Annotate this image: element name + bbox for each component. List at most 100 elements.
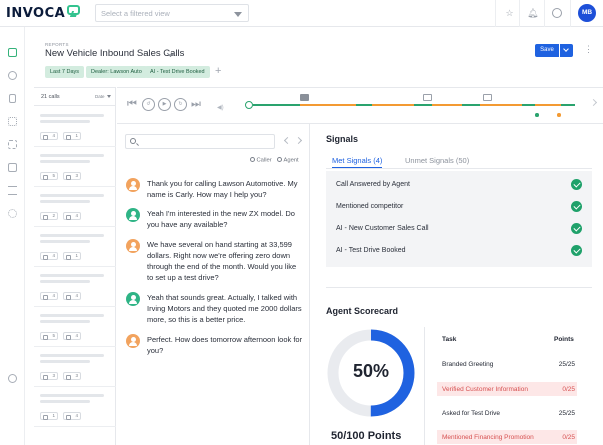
score-points: 50/100 Points <box>331 430 402 442</box>
invoca-logo[interactable]: INVOCA <box>6 5 81 21</box>
agent-segment <box>253 104 300 106</box>
placeholder-line <box>40 234 104 237</box>
placeholder-line <box>40 120 90 123</box>
next-match-icon[interactable] <box>294 136 303 145</box>
signal-marker-dot[interactable] <box>557 113 561 117</box>
caller-avatar-icon <box>126 178 140 192</box>
check-circle-icon <box>571 245 582 256</box>
rewind-icon[interactable]: ↺ <box>142 98 155 111</box>
placeholder-line <box>40 320 90 323</box>
agent-segment <box>561 104 575 106</box>
network-icon[interactable] <box>8 117 17 126</box>
signal-marker-dot[interactable] <box>535 113 539 117</box>
list-icon[interactable] <box>8 186 17 195</box>
signal-count-badge: 5 <box>40 332 58 340</box>
page-title[interactable]: New Vehicle Inbound Sales Calls <box>45 48 185 59</box>
divider <box>570 0 571 27</box>
playhead-handle[interactable] <box>245 101 253 109</box>
legend-caller[interactable]: Caller <box>250 157 272 164</box>
message-text: Yeah that sounds great. Actually, I talk… <box>147 293 302 324</box>
caller-avatar-icon <box>126 334 140 348</box>
comment-marker-icon[interactable] <box>423 94 432 101</box>
donut-progress <box>327 329 415 417</box>
filter-chip[interactable]: Dealer: Lawson Auto <box>86 66 147 78</box>
bell-icon[interactable]: 🔔︎ <box>527 8 539 18</box>
comment-count-badge: 3 <box>63 172 81 180</box>
dashboard-icon[interactable] <box>8 48 17 57</box>
message-text: Thank you for calling Lawson Automotive.… <box>147 179 298 199</box>
agent-segment <box>414 104 432 106</box>
add-filter-button[interactable]: + <box>215 65 222 77</box>
signals-list: Call Answered by Agent Mentioned competi… <box>326 171 592 267</box>
scorecard-task: Mentioned Financing Promotion <box>442 433 534 441</box>
placeholder-line <box>40 274 104 277</box>
signal-count-badge: 3 <box>40 372 58 380</box>
radio-icon <box>250 157 255 162</box>
transcript-search-input[interactable] <box>125 134 275 149</box>
chevron-down-icon <box>234 12 242 17</box>
signal-label: Call Answered by Agent <box>336 181 410 188</box>
placeholder-line <box>40 400 90 403</box>
comment-count-badge: 3 <box>63 372 81 380</box>
chevron-right-icon[interactable] <box>589 98 598 107</box>
placeholder-line <box>40 354 104 357</box>
skip-end-icon[interactable]: ⏭ <box>191 98 201 110</box>
play-icon[interactable]: ▶ <box>158 98 171 111</box>
tab-met-signals[interactable]: Met Signals (4) <box>332 156 383 168</box>
score-percent: 50% <box>352 361 390 381</box>
check-circle-icon <box>571 179 582 190</box>
signal-count-badge: 4 <box>40 252 58 260</box>
filter-chip[interactable]: AI - Test Drive Booked <box>145 66 210 78</box>
phone-icon[interactable] <box>9 94 16 103</box>
top-bar: INVOCA Select a filtered view ☆ 🔔︎ MB <box>0 0 603 27</box>
caller-segment <box>432 104 462 106</box>
user-avatar[interactable]: MB <box>578 4 596 22</box>
tab-unmet-signals[interactable]: Unmet Signals (50) <box>405 156 470 165</box>
target-icon[interactable] <box>8 71 17 80</box>
signal-count-badge: 1 <box>40 412 58 420</box>
caller-segment <box>300 104 356 106</box>
message-text: We have several on hand starting at 33,5… <box>147 240 297 282</box>
filtered-view-select[interactable]: Select a filtered view <box>95 4 249 22</box>
forward-icon[interactable]: ↻ <box>174 98 187 111</box>
placeholder-line <box>40 314 104 317</box>
grid-icon[interactable] <box>8 140 17 149</box>
comment-marker-icon[interactable] <box>483 94 492 101</box>
signal-row: Mentioned competitor <box>336 196 582 218</box>
volume-icon[interactable]: ◀) <box>217 105 224 111</box>
logo-text: INVOCA <box>6 5 66 21</box>
col-points-header: Points <box>554 336 574 343</box>
comment-count-badge: 4 <box>63 292 81 300</box>
more-options-icon[interactable]: ⋮ <box>584 44 593 54</box>
clock-icon[interactable] <box>552 8 562 18</box>
filter-chip[interactable]: Last 7 Days <box>45 66 85 78</box>
score-donut: 50% <box>326 328 416 418</box>
settings-icon[interactable] <box>8 374 17 383</box>
heart-icon[interactable] <box>8 209 17 218</box>
comment-count-badge: 4 <box>63 332 81 340</box>
signal-row: AI - Test Drive Booked <box>336 240 582 262</box>
save-options-button[interactable] <box>560 44 573 57</box>
calls-sort-select[interactable]: Date <box>95 94 111 99</box>
placeholder-line <box>40 194 104 197</box>
comment-marker-icon[interactable] <box>300 94 309 101</box>
skip-start-icon[interactable]: ⏮ <box>127 98 137 110</box>
save-button[interactable]: Save <box>535 44 559 57</box>
breadcrumb[interactable]: REPORTS <box>45 42 69 47</box>
star-icon[interactable]: ☆ <box>505 8 514 18</box>
prev-match-icon[interactable] <box>283 136 292 145</box>
inbox-icon[interactable] <box>8 163 17 172</box>
comment-count-badge: 4 <box>63 212 81 220</box>
message-text: Perfect. How does tomorrow afternoon loo… <box>147 335 303 355</box>
signal-count-badge: 4 <box>40 292 58 300</box>
legend-agent[interactable]: Agent <box>277 157 299 164</box>
comment-count-badge: 1 <box>63 132 81 140</box>
